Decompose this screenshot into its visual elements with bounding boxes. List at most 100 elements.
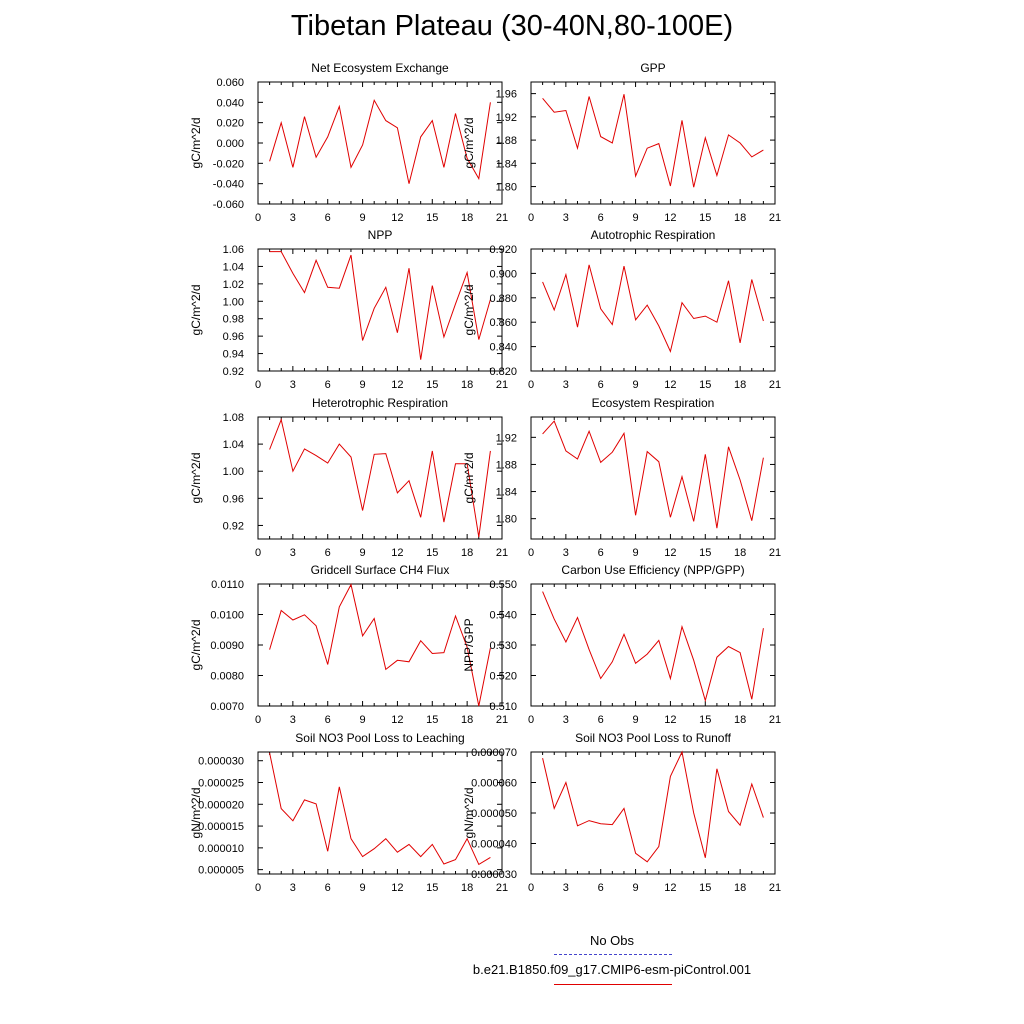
x-tick-label: 15 <box>426 547 438 559</box>
x-tick-label: 0 <box>255 379 261 391</box>
y-tick-label: 0.000025 <box>198 778 244 790</box>
x-tick-label: 18 <box>734 714 746 726</box>
x-tick-label: 9 <box>360 882 366 894</box>
y-tick-label: 0.000030 <box>198 756 244 768</box>
x-tick-label: 9 <box>360 714 366 726</box>
x-tick-label: 9 <box>633 379 639 391</box>
legend-obs-label: No Obs <box>589 933 635 948</box>
y-tick-label: 0.92 <box>223 366 244 378</box>
x-tick-label: 21 <box>769 882 781 894</box>
x-tick-label: 3 <box>290 379 296 391</box>
plot-frame <box>530 583 776 707</box>
plot-frame <box>530 248 776 372</box>
y-tick-label: 1.06 <box>223 244 244 256</box>
x-tick-label: 3 <box>290 547 296 559</box>
x-tick-label: 9 <box>633 212 639 224</box>
x-tick-label: 18 <box>734 547 746 559</box>
x-tick-label: 18 <box>461 714 473 726</box>
panel-title: Soil NO3 Pool Loss to Leaching <box>295 731 464 745</box>
y-axis-label: gC/m^2/d <box>189 620 203 671</box>
y-tick-label: 1.92 <box>496 112 517 124</box>
y-tick-label: 0.510 <box>489 701 517 713</box>
series-line <box>542 94 764 188</box>
y-tick-label: 0.0090 <box>210 640 244 652</box>
x-tick-label: 0 <box>255 714 261 726</box>
y-axis-label: gC/m^2/d <box>462 285 476 336</box>
y-tick-label: 0.0070 <box>210 701 244 713</box>
x-tick-label: 3 <box>290 714 296 726</box>
x-tick-label: 21 <box>496 547 508 559</box>
y-tick-label: 1.84 <box>496 158 517 170</box>
x-tick-label: 9 <box>360 547 366 559</box>
x-tick-label: 0 <box>528 379 534 391</box>
x-tick-label: 15 <box>426 882 438 894</box>
y-axis-label: gC/m^2/d <box>189 118 203 169</box>
y-axis-label: gN/m^2/d <box>462 788 476 839</box>
x-tick-label: 15 <box>699 212 711 224</box>
x-tick-label: 6 <box>598 882 604 894</box>
y-tick-label: 0.920 <box>489 244 517 256</box>
y-tick-label: 1.04 <box>223 439 244 451</box>
plot-frame <box>257 751 503 875</box>
chart-panel-3: Autotrophic Respiration gC/m^2/d 0 3 6 9 12 15 1… <box>462 228 781 391</box>
x-tick-label: 6 <box>598 379 604 391</box>
x-tick-label: 9 <box>633 547 639 559</box>
x-tick-label: 6 <box>325 212 331 224</box>
y-tick-label: 0.060 <box>216 77 244 89</box>
x-tick-label: 0 <box>528 882 534 894</box>
x-tick-label: 12 <box>664 212 676 224</box>
x-tick-label: 6 <box>325 547 331 559</box>
x-tick-label: 12 <box>391 714 403 726</box>
y-tick-label: 0.550 <box>489 579 517 591</box>
y-tick-label: 0.840 <box>489 342 517 354</box>
x-tick-label: 21 <box>769 547 781 559</box>
x-tick-label: 15 <box>699 379 711 391</box>
x-tick-label: 9 <box>360 379 366 391</box>
series-line <box>542 264 764 354</box>
x-tick-label: 9 <box>633 882 639 894</box>
y-tick-label: 0.000 <box>216 138 244 150</box>
x-tick-label: 21 <box>496 882 508 894</box>
x-tick-label: 0 <box>255 882 261 894</box>
x-tick-label: 0 <box>255 547 261 559</box>
x-tick-label: 15 <box>699 714 711 726</box>
y-tick-label: 0.000060 <box>471 778 517 790</box>
y-tick-label: 0.880 <box>489 293 517 305</box>
x-tick-label: 12 <box>664 379 676 391</box>
y-tick-label: 0.040 <box>216 97 244 109</box>
y-tick-label: 1.80 <box>496 514 517 526</box>
x-tick-label: 3 <box>290 882 296 894</box>
y-tick-label: 0.900 <box>489 268 517 280</box>
x-tick-label: 18 <box>461 882 473 894</box>
x-tick-label: 0 <box>255 212 261 224</box>
y-tick-label: 1.00 <box>223 466 244 478</box>
x-tick-label: 3 <box>563 882 569 894</box>
x-tick-label: 6 <box>598 547 604 559</box>
x-tick-label: 3 <box>563 212 569 224</box>
x-tick-label: 12 <box>664 547 676 559</box>
chart-panel-4: Heterotrophic Respiration gC/m^2/d 0 3 6 9 12 1… <box>189 396 508 559</box>
series-line <box>542 591 764 703</box>
y-tick-label: 0.000030 <box>471 869 517 881</box>
chart-panel-2: NPP gC/m^2/d 0 3 6 9 12 15 18 21 0.92 0.94 0.96 0.98 1… <box>189 228 508 391</box>
x-tick-label: 3 <box>290 212 296 224</box>
series-line <box>542 750 764 863</box>
panel-title: Gridcell Surface CH4 Flux <box>311 563 450 577</box>
y-tick-label: 0.000070 <box>471 747 517 759</box>
panel-title: Net Ecosystem Exchange <box>311 61 449 75</box>
y-tick-label: 1.96 <box>496 89 517 101</box>
y-axis-label: gC/m^2/d <box>462 453 476 504</box>
x-tick-label: 15 <box>699 547 711 559</box>
y-tick-label: 1.04 <box>223 261 244 273</box>
series-line <box>269 583 491 707</box>
chart-panel-5: Ecosystem Respiration gC/m^2/d 0 3 6 9 12 15 18 2… <box>462 396 781 559</box>
y-tick-label: 1.02 <box>223 279 244 291</box>
series-line <box>269 98 491 184</box>
x-tick-label: 21 <box>769 714 781 726</box>
y-tick-label: 0.0080 <box>210 671 244 683</box>
x-tick-label: 9 <box>633 714 639 726</box>
y-tick-label: 1.88 <box>496 459 517 471</box>
y-tick-label: -0.060 <box>213 199 244 211</box>
series-line <box>269 251 491 360</box>
